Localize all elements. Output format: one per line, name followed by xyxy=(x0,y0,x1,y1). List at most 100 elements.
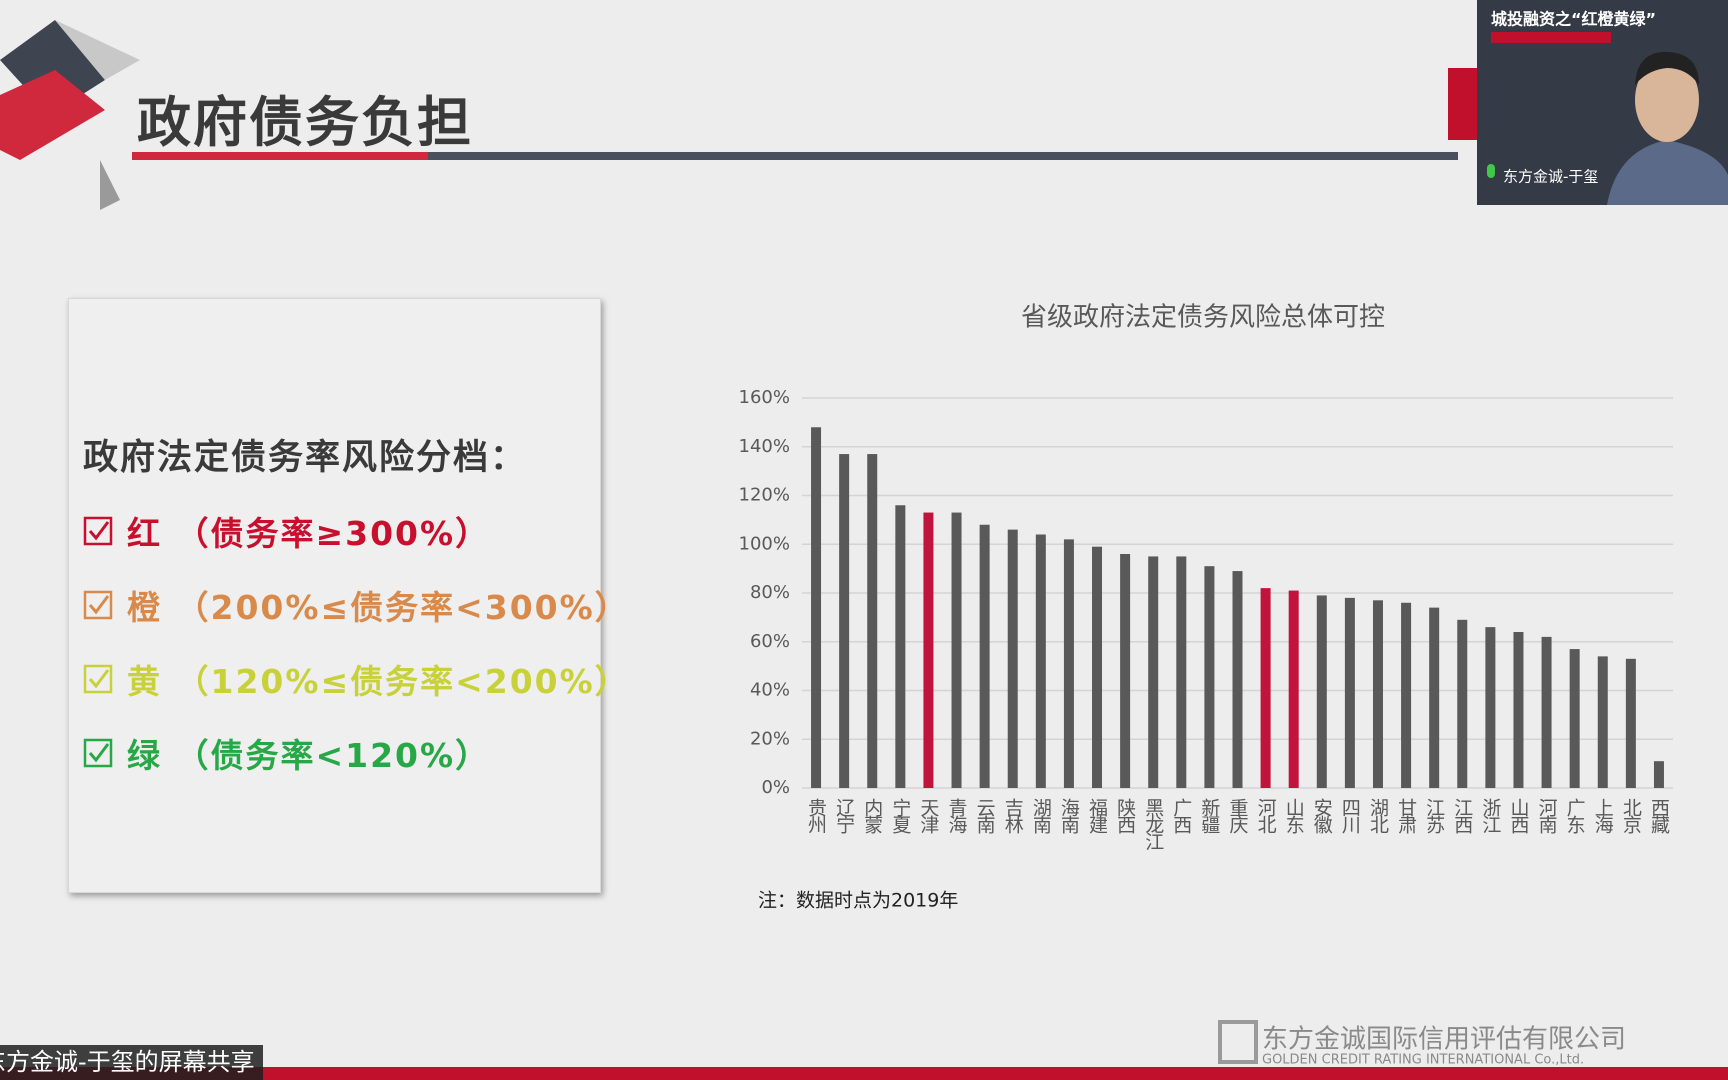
watermark-logo xyxy=(1218,1020,1258,1064)
checkbox-icon xyxy=(83,516,113,546)
bar xyxy=(811,427,822,788)
bar xyxy=(839,454,850,788)
x-tick-label: 内蒙 xyxy=(861,798,883,834)
bar xyxy=(895,505,906,788)
bar xyxy=(951,512,962,788)
x-tick-label: 广西 xyxy=(1170,798,1192,834)
checkbox-icon xyxy=(83,664,113,694)
x-tick-label: 福建 xyxy=(1086,798,1108,834)
video-title: 城投融资之“红橙黄绿” xyxy=(1491,10,1656,29)
bar xyxy=(1063,539,1074,788)
x-tick-label: 河北 xyxy=(1255,798,1277,834)
bar xyxy=(1485,627,1496,788)
x-tick-label: 青海 xyxy=(946,798,968,834)
x-tick-label: 浙江 xyxy=(1479,798,1501,834)
bar xyxy=(1541,636,1552,788)
risk-item-text: 红 （债务率≥300%） xyxy=(127,514,491,553)
risk-item: 橙 （200%≤债务率<300%） xyxy=(83,581,630,629)
bar xyxy=(1344,597,1355,788)
bar xyxy=(1653,761,1664,788)
title-underline xyxy=(132,152,428,160)
logo-shape xyxy=(100,160,120,210)
y-tick-label: 140% xyxy=(739,436,790,457)
share-label: 东方金诚-于玺的屏幕共享 xyxy=(0,1045,263,1080)
chart-title: 省级政府法定债务风险总体可控 xyxy=(1021,303,1385,333)
chart-note: 注：数据时点为2019年 xyxy=(758,890,958,912)
video-banner xyxy=(1491,32,1611,43)
video-feed: 城投融资之“红橙黄绿” 东方金诚-于玺 xyxy=(1477,0,1728,205)
x-tick-label: 湖北 xyxy=(1367,798,1389,834)
x-tick-label: 辽宁 xyxy=(833,798,855,834)
x-tick-label: 上海 xyxy=(1592,798,1614,834)
x-tick-label: 广东 xyxy=(1564,798,1586,834)
x-tick-label: 西藏 xyxy=(1648,798,1670,835)
bar xyxy=(1372,600,1383,788)
y-tick-label: 40% xyxy=(750,680,790,701)
x-tick-label: 四川 xyxy=(1339,798,1361,834)
speaker-name: 东方金诚-于玺 xyxy=(1503,168,1598,186)
x-tick-label: 陕西 xyxy=(1114,798,1136,834)
bar xyxy=(1260,588,1271,788)
y-tick-label: 120% xyxy=(739,485,790,506)
bar xyxy=(1316,595,1327,788)
risk-item-text: 橙 （200%≤债务率<300%） xyxy=(127,588,630,627)
bar xyxy=(1597,656,1608,788)
bar xyxy=(1569,649,1580,788)
x-tick-label: 宁夏 xyxy=(889,798,911,834)
x-tick-label: 江苏 xyxy=(1423,798,1445,834)
risk-item: 黄 （120%≤债务率<200%） xyxy=(83,655,630,703)
slide-title: 政府债务负担 xyxy=(137,91,473,154)
share-bar xyxy=(0,1067,1728,1080)
risk-item: 红 （债务率≥300%） xyxy=(83,507,490,555)
x-tick-label: 山西 xyxy=(1507,798,1529,834)
watermark-english: GOLDEN CREDIT RATING INTERNATIONAL Co.,L… xyxy=(1262,1053,1584,1068)
bar xyxy=(1288,590,1299,788)
x-tick-label: 甘肃 xyxy=(1395,798,1417,834)
bar xyxy=(1232,571,1243,788)
x-tick-label: 江西 xyxy=(1451,798,1473,834)
x-tick-label: 海南 xyxy=(1058,798,1080,834)
bar xyxy=(1035,534,1046,788)
person-head xyxy=(1635,58,1699,142)
risk-box: 政府法定债务率风险分档： 红 （债务率≥300%） 橙 （200%≤债务率<300… xyxy=(68,298,628,893)
x-tick-label: 吉林 xyxy=(1002,798,1024,834)
x-tick-label: 天津 xyxy=(917,798,939,834)
x-tick-label: 北京 xyxy=(1620,798,1642,835)
y-tick-label: 100% xyxy=(739,533,790,554)
logo-shape xyxy=(55,20,140,80)
bar xyxy=(979,524,990,788)
bar xyxy=(923,512,934,788)
bar xyxy=(1092,546,1103,788)
risk-item-text: 黄 （120%≤债务率<200%） xyxy=(127,662,630,701)
y-tick-label: 160% xyxy=(739,387,790,408)
bar xyxy=(1429,607,1440,788)
bar xyxy=(1401,602,1412,788)
x-tick-label: 新疆 xyxy=(1198,798,1220,834)
risk-item-text: 绿 （债务率<120%） xyxy=(127,736,491,775)
y-tick-label: 0% xyxy=(761,777,790,798)
x-tick-label: 河南 xyxy=(1536,798,1558,834)
x-tick-label: 重庆 xyxy=(1227,798,1249,834)
video-tile: 城投融资之“红橙黄绿” 东方金诚-于玺 xyxy=(1477,0,1728,205)
logo-shape xyxy=(0,70,105,160)
person-body xyxy=(1607,140,1728,205)
x-tick-label: 山东 xyxy=(1283,798,1305,834)
risk-item: 绿 （债务率<120%） xyxy=(83,729,490,777)
y-tick-label: 60% xyxy=(750,631,790,652)
x-tick-label: 云南 xyxy=(974,798,996,834)
logo-fragment xyxy=(1448,68,1478,140)
x-tick-label: 黑龙江 xyxy=(1142,798,1164,851)
checkbox-icon xyxy=(83,590,113,620)
bar xyxy=(1176,556,1187,788)
bar xyxy=(1457,619,1468,788)
mic-icon xyxy=(1487,164,1495,178)
y-tick-label: 20% xyxy=(750,728,790,749)
title-underline xyxy=(428,152,1458,160)
x-tick-label: 安徽 xyxy=(1311,798,1333,834)
bar xyxy=(1204,566,1215,788)
bar xyxy=(1148,556,1159,788)
bar xyxy=(1513,632,1524,788)
